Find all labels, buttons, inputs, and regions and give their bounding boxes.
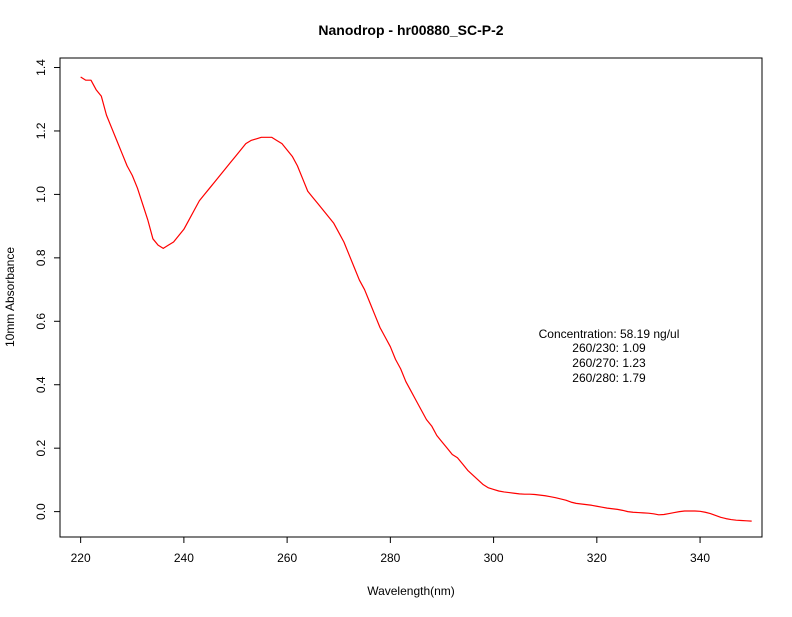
x-axis-label: Wavelength(nm) (367, 584, 455, 598)
ratio-260-230-text: 260/230: 1.09 (572, 341, 646, 355)
chart-title: Nanodrop - hr00880_SC-P-2 (318, 22, 503, 38)
x-tick-label: 240 (174, 551, 194, 565)
y-axis: 0.0 0.2 0.4 0.6 0.8 1.0 1.2 1.4 (34, 59, 60, 520)
plot-frame (59, 57, 763, 538)
y-tick-label: 1.2 (34, 122, 48, 139)
concentration-text: Concentration: 58.19 ng/ul (539, 327, 680, 341)
measurement-annotation: Concentration: 58.19 ng/ul 260/230: 1.09… (539, 327, 680, 385)
x-tick-label: 320 (587, 551, 607, 565)
x-tick-label: 220 (71, 551, 91, 565)
x-tick-label: 340 (690, 551, 710, 565)
ratio-260-270-text: 260/270: 1.23 (572, 356, 646, 370)
y-tick-label: 0.6 (34, 313, 48, 330)
absorbance-series-line (80, 76, 752, 522)
y-tick-label: 1.0 (34, 186, 48, 203)
y-tick-label: 0.8 (34, 249, 48, 266)
x-axis: 220 240 260 280 300 320 340 (71, 537, 710, 565)
series-layer (80, 76, 752, 522)
y-tick-label: 0.4 (34, 376, 48, 393)
x-tick-label: 260 (277, 551, 297, 565)
y-tick-label: 1.4 (34, 59, 48, 76)
y-axis-label: 10mm Absorbance (3, 247, 17, 347)
y-tick-label: 0.2 (34, 440, 48, 457)
ratio-260-280-text: 260/280: 1.79 (572, 371, 646, 385)
x-tick-label: 300 (484, 551, 504, 565)
x-tick-label: 280 (380, 551, 400, 565)
y-tick-label: 0.0 (34, 503, 48, 520)
